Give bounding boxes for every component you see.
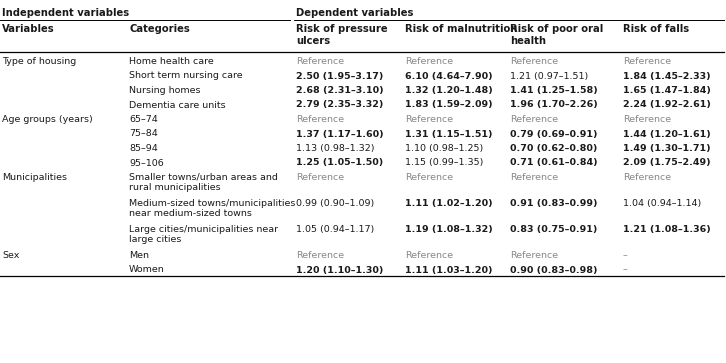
Text: 95–106: 95–106 (129, 159, 164, 167)
Text: Independent variables: Independent variables (2, 8, 129, 18)
Text: 65–74: 65–74 (129, 115, 158, 124)
Text: 1.31 (1.15–1.51): 1.31 (1.15–1.51) (405, 130, 492, 139)
Text: 1.44 (1.20–1.61): 1.44 (1.20–1.61) (623, 130, 711, 139)
Text: Reference: Reference (510, 57, 558, 66)
Text: 1.41 (1.25–1.58): 1.41 (1.25–1.58) (510, 86, 598, 95)
Text: 1.65 (1.47–1.84): 1.65 (1.47–1.84) (623, 86, 711, 95)
Text: 1.13 (0.98–1.32): 1.13 (0.98–1.32) (296, 144, 375, 153)
Text: Age groups (years): Age groups (years) (2, 115, 93, 124)
Text: Medium-sized towns/municipalities
near medium-sized towns: Medium-sized towns/municipalities near m… (129, 199, 295, 219)
Text: Categories: Categories (129, 24, 189, 34)
Text: Dependent variables: Dependent variables (296, 8, 413, 18)
Text: Sex: Sex (2, 251, 20, 260)
Text: Reference: Reference (510, 115, 558, 124)
Text: 1.21 (1.08–1.36): 1.21 (1.08–1.36) (623, 225, 711, 234)
Text: 75–84: 75–84 (129, 130, 158, 139)
Text: Risk of malnutrition: Risk of malnutrition (405, 24, 518, 34)
Text: Reference: Reference (510, 251, 558, 260)
Text: Women: Women (129, 265, 165, 274)
Text: Short term nursing care: Short term nursing care (129, 72, 242, 81)
Text: 1.11 (1.03–1.20): 1.11 (1.03–1.20) (405, 265, 492, 274)
Text: Reference: Reference (296, 115, 344, 124)
Text: Risk of poor oral
health: Risk of poor oral health (510, 24, 603, 46)
Text: 0.91 (0.83–0.99): 0.91 (0.83–0.99) (510, 199, 597, 208)
Text: 1.15 (0.99–1.35): 1.15 (0.99–1.35) (405, 159, 484, 167)
Text: Men: Men (129, 251, 149, 260)
Text: 1.37 (1.17–1.60): 1.37 (1.17–1.60) (296, 130, 383, 139)
Text: 2.79 (2.35–3.32): 2.79 (2.35–3.32) (296, 101, 383, 110)
Text: 0.71 (0.61–0.84): 0.71 (0.61–0.84) (510, 159, 597, 167)
Text: Reference: Reference (623, 173, 671, 182)
Text: 85–94: 85–94 (129, 144, 158, 153)
Text: 0.79 (0.69–0.91): 0.79 (0.69–0.91) (510, 130, 597, 139)
Text: 1.96 (1.70–2.26): 1.96 (1.70–2.26) (510, 101, 598, 110)
Text: 1.32 (1.20–1.48): 1.32 (1.20–1.48) (405, 86, 493, 95)
Text: Home health care: Home health care (129, 57, 213, 66)
Text: 1.11 (1.02–1.20): 1.11 (1.02–1.20) (405, 199, 492, 208)
Text: Reference: Reference (623, 57, 671, 66)
Text: 2.68 (2.31–3.10): 2.68 (2.31–3.10) (296, 86, 383, 95)
Text: 1.83 (1.59–2.09): 1.83 (1.59–2.09) (405, 101, 492, 110)
Text: Municipalities: Municipalities (2, 173, 67, 182)
Text: –: – (623, 265, 627, 274)
Text: Reference: Reference (510, 173, 558, 182)
Text: Reference: Reference (296, 251, 344, 260)
Text: 1.49 (1.30–1.71): 1.49 (1.30–1.71) (623, 144, 710, 153)
Text: 0.99 (0.90–1.09): 0.99 (0.90–1.09) (296, 199, 375, 208)
Text: Reference: Reference (296, 57, 344, 66)
Text: 0.70 (0.62–0.80): 0.70 (0.62–0.80) (510, 144, 597, 153)
Text: Type of housing: Type of housing (2, 57, 76, 66)
Text: 2.09 (1.75–2.49): 2.09 (1.75–2.49) (623, 159, 710, 167)
Text: 1.05 (0.94–1.17): 1.05 (0.94–1.17) (296, 225, 375, 234)
Text: Dementia care units: Dementia care units (129, 101, 226, 110)
Text: Reference: Reference (623, 115, 671, 124)
Text: 1.04 (0.94–1.14): 1.04 (0.94–1.14) (623, 199, 701, 208)
Text: Reference: Reference (405, 57, 453, 66)
Text: Nursing homes: Nursing homes (129, 86, 200, 95)
Text: 1.19 (1.08–1.32): 1.19 (1.08–1.32) (405, 225, 493, 234)
Text: 1.20 (1.10–1.30): 1.20 (1.10–1.30) (296, 265, 383, 274)
Text: 0.83 (0.75–0.91): 0.83 (0.75–0.91) (510, 225, 597, 234)
Text: 2.24 (1.92–2.61): 2.24 (1.92–2.61) (623, 101, 711, 110)
Text: 0.90 (0.83–0.98): 0.90 (0.83–0.98) (510, 265, 597, 274)
Text: Risk of falls: Risk of falls (623, 24, 689, 34)
Text: Large cities/municipalities near
large cities: Large cities/municipalities near large c… (129, 225, 278, 244)
Text: 1.25 (1.05–1.50): 1.25 (1.05–1.50) (296, 159, 383, 167)
Text: Reference: Reference (405, 115, 453, 124)
Text: 1.21 (0.97–1.51): 1.21 (0.97–1.51) (510, 72, 589, 81)
Text: 1.10 (0.98–1.25): 1.10 (0.98–1.25) (405, 144, 484, 153)
Text: Smaller towns/urban areas and
rural municipalities: Smaller towns/urban areas and rural muni… (129, 173, 278, 192)
Text: Reference: Reference (296, 173, 344, 182)
Text: –: – (623, 251, 627, 260)
Text: Risk of pressure
ulcers: Risk of pressure ulcers (296, 24, 388, 46)
Text: Variables: Variables (2, 24, 54, 34)
Text: 1.84 (1.45–2.33): 1.84 (1.45–2.33) (623, 72, 710, 81)
Text: Reference: Reference (405, 173, 453, 182)
Text: 6.10 (4.64–7.90): 6.10 (4.64–7.90) (405, 72, 492, 81)
Text: 2.50 (1.95–3.17): 2.50 (1.95–3.17) (296, 72, 383, 81)
Text: Reference: Reference (405, 251, 453, 260)
